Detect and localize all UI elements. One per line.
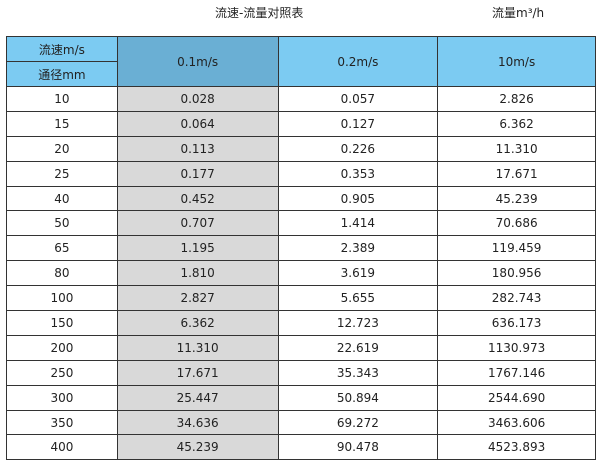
flow-cell: 35.343 <box>277 359 439 386</box>
flow-cell: 0.353 <box>277 160 439 187</box>
flow-cell: 6.362 <box>437 110 596 137</box>
flow-cell: 11.310 <box>116 334 279 361</box>
flow-cell: 0.226 <box>277 135 439 162</box>
flow-cell: 3463.606 <box>437 409 596 436</box>
flow-cell: 69.272 <box>277 409 439 436</box>
table-row: 150 6.362 12.723 636.173 <box>6 310 596 336</box>
flow-cell: 2544.690 <box>437 384 596 411</box>
flow-cell: 0.177 <box>116 160 279 187</box>
diameter-cell: 65 <box>6 235 118 262</box>
flow-cell: 1130.973 <box>437 334 596 361</box>
table-row: 10 0.028 0.057 2.826 <box>6 86 596 112</box>
flow-cell: 282.743 <box>437 285 596 312</box>
diameter-cell: 100 <box>6 285 118 312</box>
flow-cell: 0.064 <box>116 110 279 137</box>
diameter-cell: 200 <box>6 334 118 361</box>
diameter-cell: 10 <box>6 86 118 112</box>
table-row: 300 25.447 50.894 2544.690 <box>6 384 596 411</box>
flow-cell: 90.478 <box>277 434 439 461</box>
diameter-cell: 40 <box>6 185 118 212</box>
flow-cell: 2.826 <box>437 86 596 112</box>
flow-cell: 70.686 <box>437 210 596 237</box>
diameter-cell: 20 <box>6 135 118 162</box>
diameter-cell: 50 <box>6 210 118 237</box>
flow-cell: 1767.146 <box>437 359 596 386</box>
table-row: 15 0.064 0.127 6.362 <box>6 110 596 137</box>
flow-cell: 0.057 <box>277 86 439 112</box>
flow-cell: 25.447 <box>116 384 279 411</box>
flow-cell: 2.827 <box>116 285 279 312</box>
table-row: 100 2.827 5.655 282.743 <box>6 285 596 312</box>
flow-cell: 0.028 <box>116 86 279 112</box>
flow-table: 流速m/s 0.1m/s 0.2m/s 10m/s 通径mm 10 0.028 0.… <box>6 36 596 461</box>
table-row: 350 34.636 69.272 3463.606 <box>6 409 596 436</box>
flow-cell: 1.810 <box>116 260 279 287</box>
flow-cell: 17.671 <box>437 160 596 187</box>
flow-cell: 0.707 <box>116 210 279 237</box>
flow-cell: 0.452 <box>116 185 279 212</box>
flow-cell: 6.362 <box>116 310 279 336</box>
table-title: 流速-流量对照表 <box>215 6 304 20</box>
diameter-cell: 350 <box>6 409 118 436</box>
column-header: 10m/s <box>437 36 596 87</box>
flow-cell: 2.389 <box>277 235 439 262</box>
flow-cell: 0.127 <box>277 110 439 137</box>
diameter-cell: 300 <box>6 384 118 411</box>
diameter-cell: 80 <box>6 260 118 287</box>
flow-cell: 3.619 <box>277 260 439 287</box>
flow-cell: 4523.893 <box>437 434 596 461</box>
flow-cell: 45.239 <box>437 185 596 212</box>
flow-cell: 636.173 <box>437 310 596 336</box>
table-row: 50 0.707 1.414 70.686 <box>6 210 596 237</box>
table-row: 80 1.810 3.619 180.956 <box>6 260 596 287</box>
table-row: 400 45.239 90.478 4523.893 <box>6 434 596 461</box>
diameter-header: 通径mm <box>6 61 118 87</box>
flow-cell: 12.723 <box>277 310 439 336</box>
flow-cell: 1.414 <box>277 210 439 237</box>
flow-cell: 0.905 <box>277 185 439 212</box>
diameter-cell: 150 <box>6 310 118 336</box>
column-header: 0.1m/s <box>116 36 279 87</box>
flow-cell: 5.655 <box>277 285 439 312</box>
table-row: 65 1.195 2.389 119.459 <box>6 235 596 262</box>
table-row: 25 0.177 0.353 17.671 <box>6 160 596 187</box>
table-row: 20 0.113 0.226 11.310 <box>6 135 596 162</box>
flow-cell: 50.894 <box>277 384 439 411</box>
flow-cell: 17.671 <box>116 359 279 386</box>
diameter-cell: 400 <box>6 434 118 461</box>
flow-cell: 119.459 <box>437 235 596 262</box>
diameter-cell: 250 <box>6 359 118 386</box>
table-row: 250 17.671 35.343 1767.146 <box>6 359 596 386</box>
flow-cell: 180.956 <box>437 260 596 287</box>
unit-label: 流量m³/h <box>492 6 545 20</box>
column-header: 0.2m/s <box>277 36 439 87</box>
diameter-cell: 25 <box>6 160 118 187</box>
table-row: 40 0.452 0.905 45.239 <box>6 185 596 212</box>
flow-cell: 22.619 <box>277 334 439 361</box>
flow-cell: 1.195 <box>116 235 279 262</box>
diameter-cell: 15 <box>6 110 118 137</box>
flow-cell: 11.310 <box>437 135 596 162</box>
velocity-header: 流速m/s <box>6 36 118 62</box>
flow-cell: 34.636 <box>116 409 279 436</box>
flow-cell: 45.239 <box>116 434 279 461</box>
table-row: 200 11.310 22.619 1130.973 <box>6 334 596 361</box>
flow-cell: 0.113 <box>116 135 279 162</box>
